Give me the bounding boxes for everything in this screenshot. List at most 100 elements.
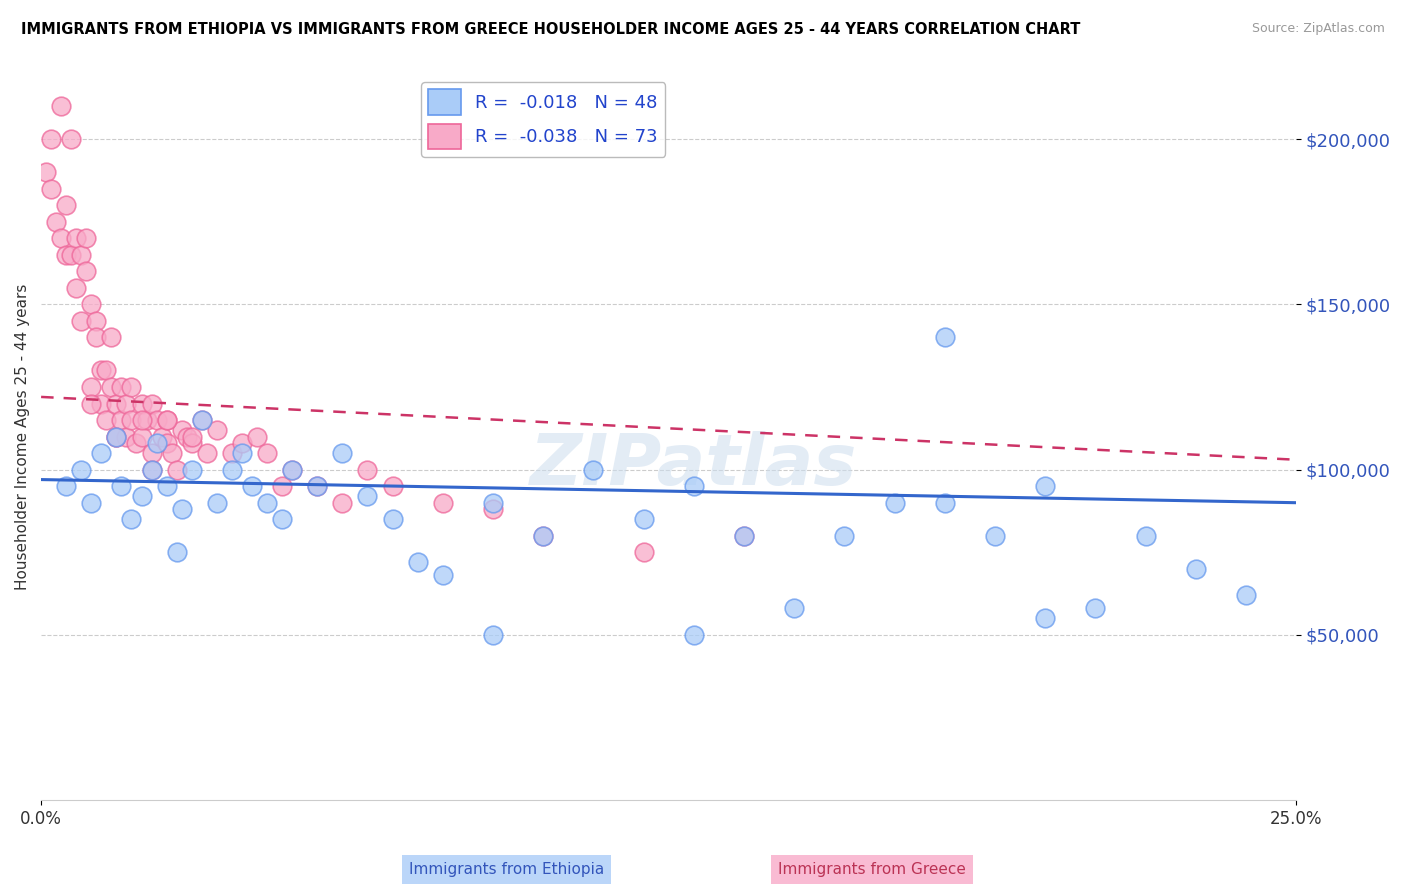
Point [80,380,103,394]
Point [90,396,112,410]
Point [70,248,93,262]
Point [531,529,554,543]
Point [240,479,263,493]
Point [176,429,198,443]
Point [141,396,163,410]
Point [105,396,128,410]
Point [86,314,108,328]
Point [96,363,118,377]
Point [105,429,128,443]
Point [682,479,704,493]
Point [80,496,103,510]
Text: Source: ZipAtlas.com: Source: ZipAtlas.com [1251,22,1385,36]
Point [633,512,655,526]
Point [80,297,103,311]
Point [55,198,77,212]
Point [131,429,153,443]
Point [307,479,329,493]
Point [190,413,212,427]
Point [100,330,122,344]
Point [141,463,163,477]
Point [105,429,128,443]
Point [330,446,353,460]
Point [145,413,167,427]
Point [110,479,132,493]
Point [110,380,132,394]
Point [121,512,143,526]
Point [51,99,73,113]
Point [115,429,138,443]
Point [80,396,103,410]
Point [205,423,228,437]
Point [281,463,304,477]
Point [934,496,956,510]
Point [1234,588,1257,602]
Point [432,568,454,582]
Point [166,463,188,477]
Point [271,512,294,526]
Point [156,436,179,450]
Point [160,446,183,460]
Point [39,132,62,146]
Point [60,132,83,146]
Point [1135,529,1157,543]
Point [131,413,153,427]
Point [356,489,378,503]
Point [145,436,167,450]
Point [90,363,112,377]
Point [406,555,429,569]
Point [221,446,243,460]
Point [231,436,253,450]
Point [60,248,83,262]
Point [432,496,454,510]
Point [783,601,806,615]
Point [70,314,93,328]
Point [110,413,132,427]
Text: Immigrants from Greece: Immigrants from Greece [778,863,966,877]
Point [166,545,188,559]
Point [105,429,128,443]
Point [231,446,253,460]
Point [307,479,329,493]
Point [482,496,505,510]
Point [170,423,193,437]
Text: ZIPatlas: ZIPatlas [530,431,858,500]
Point [180,436,202,450]
Point [482,628,505,642]
Point [256,496,278,510]
Point [733,529,755,543]
Point [45,215,67,229]
Point [381,512,404,526]
Point [90,446,112,460]
Point [256,446,278,460]
Point [180,463,202,477]
Point [1184,562,1206,576]
Point [150,429,173,443]
Point [330,496,353,510]
Point [190,413,212,427]
Point [39,182,62,196]
Point [131,489,153,503]
Point [1033,479,1056,493]
Point [195,446,218,460]
Point [482,502,505,516]
Point [65,281,87,295]
Point [131,396,153,410]
Point [121,380,143,394]
Point [633,545,655,559]
Point [1084,601,1107,615]
Point [834,529,856,543]
Point [156,413,179,427]
Point [55,479,77,493]
Point [156,413,179,427]
Point [381,479,404,493]
Point [125,436,148,450]
Point [100,380,122,394]
Point [115,396,138,410]
Point [682,628,704,642]
Point [271,479,294,493]
Point [121,413,143,427]
Point [141,463,163,477]
Text: Immigrants from Ethiopia: Immigrants from Ethiopia [409,863,603,877]
Point [65,231,87,245]
